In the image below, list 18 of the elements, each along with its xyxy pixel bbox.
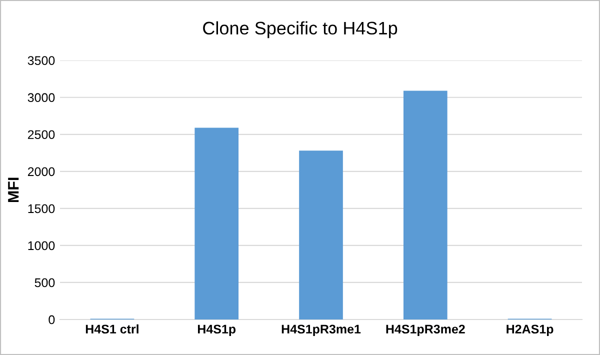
- y-tick-label: 1000: [28, 241, 55, 250]
- bar: [194, 128, 239, 320]
- y-tick-label: 0: [48, 315, 55, 324]
- x-tick-label: H4S1 ctrl: [86, 324, 138, 334]
- y-tick-label: 3500: [28, 56, 55, 65]
- y-tick-label: 3000: [28, 93, 55, 102]
- y-tick-label: 2500: [28, 130, 55, 140]
- x-tick-label: H4S1pR3me2: [386, 324, 465, 336]
- y-tick-label: 500: [34, 278, 55, 288]
- chart-title: Clone Specific to H4S1p: [203, 21, 398, 38]
- y-tick-label: 1500: [28, 204, 55, 214]
- x-tick-label: H4S1p: [198, 324, 236, 336]
- x-tick-label: H2AS1p: [506, 324, 554, 336]
- x-tick-label: H4S1pR3me1: [282, 324, 361, 336]
- bar: [403, 90, 448, 320]
- y-axis-title: MFI: [8, 178, 19, 202]
- y-tick-label: 2000: [28, 167, 55, 176]
- bar: [299, 150, 343, 320]
